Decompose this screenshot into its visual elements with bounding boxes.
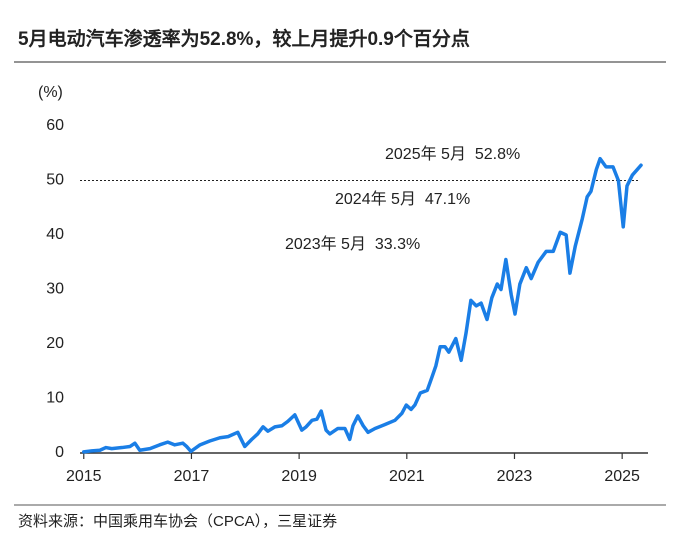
y-unit: (%) <box>38 84 63 101</box>
x-tick-label: 2021 <box>389 468 425 485</box>
data-line <box>82 156 643 454</box>
x-tick-label: 2015 <box>66 468 102 485</box>
y-tick-label: 60 <box>46 117 64 134</box>
y-tick-label: 20 <box>46 335 64 352</box>
source: 资料来源：中国乘用车协会（CPCA），三星证券 <box>18 513 337 530</box>
x-tick-label: 2017 <box>174 468 210 485</box>
x-tick-label: 2023 <box>497 468 533 485</box>
chart-title: 5月电动汽车渗透率为52.8%，较上月提升0.9个百分点 <box>18 27 470 50</box>
y-tick-label: 30 <box>46 281 64 298</box>
x-tick-label: 2025 <box>604 468 640 485</box>
x-tick-label: 2019 <box>281 468 317 485</box>
y-tick-label: 40 <box>46 226 64 243</box>
y-tick-label: 10 <box>46 390 64 407</box>
annotation: 2023年 5月 33.3% <box>285 235 420 253</box>
annotation: 2024年 5月 47.1% <box>335 190 470 208</box>
annotation: 2025年 5月 52.8% <box>385 145 520 163</box>
y-tick-label: 50 <box>46 172 64 189</box>
y-tick-label: 0 <box>55 444 64 461</box>
